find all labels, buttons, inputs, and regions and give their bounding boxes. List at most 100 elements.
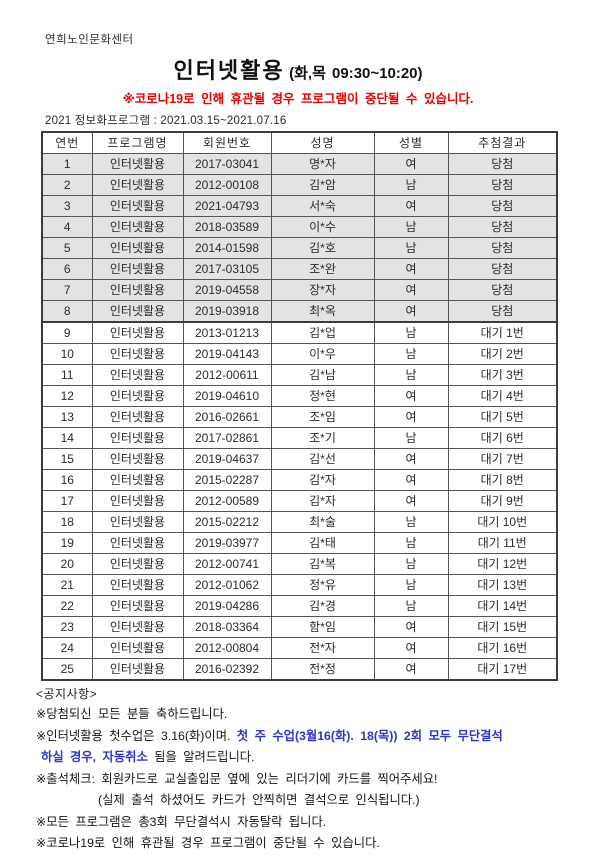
- cell-lottery-result: 대기 12번: [447, 553, 558, 575]
- cell-name: 김*자: [270, 490, 375, 512]
- cell-number: 12: [41, 385, 93, 407]
- cell-lottery-result: 대기 7번: [447, 448, 558, 470]
- cell-program-name: 인터넷활용: [91, 490, 184, 512]
- cell-gender: 남: [373, 427, 449, 449]
- cell-member-id: 2019-04143: [182, 343, 272, 365]
- cell-gender: 남: [373, 216, 449, 238]
- cell-member-id: 2019-04286: [182, 595, 272, 617]
- cell-gender: 여: [373, 406, 449, 428]
- lottery-results-table: 연번 프로그램명 회원번호 성명 성별 추첨결과 1 인터넷활용 2017-03041 명*자 여…: [41, 131, 558, 681]
- cell-program-name: 인터넷활용: [91, 406, 184, 428]
- cell-member-id: 2017-03041: [182, 153, 272, 175]
- cell-lottery-result: 대기 11번: [447, 532, 558, 554]
- cell-program-name: 인터넷활용: [91, 385, 184, 407]
- table-row: 2 인터넷활용 2012-00108 김*암 남 당첨: [41, 174, 558, 196]
- notice-line: ※당첨되신 모든 분들 축하드립니다.: [36, 704, 560, 726]
- cell-lottery-result: 대기 2번: [447, 343, 558, 365]
- cell-program-name: 인터넷활용: [91, 343, 184, 365]
- cell-gender: 남: [373, 364, 449, 386]
- notice-line: ※모든 프로그램은 총3회 무단결석시 자동탈락 됩니다.: [36, 812, 560, 834]
- cell-lottery-result: 대기 13번: [447, 574, 558, 596]
- cell-program-name: 인터넷활용: [91, 216, 184, 238]
- notice-text: 됨을 알려드립니다.: [147, 750, 255, 764]
- column-header: 추첨결과: [447, 131, 558, 154]
- notice-emphasis-text: 하실 경우, 자동취소: [41, 750, 148, 764]
- cell-member-id: 2012-00589: [182, 490, 272, 512]
- table-row: 7 인터넷활용 2019-04558 장*자 여 당첨: [41, 279, 558, 301]
- cell-member-id: 2016-02661: [182, 406, 272, 428]
- cell-lottery-result: 대기 15번: [447, 616, 558, 638]
- column-header: 성명: [270, 131, 375, 154]
- cell-number: 2: [41, 174, 93, 196]
- cell-name: 장*자: [270, 279, 375, 301]
- cell-name: 명*자: [270, 153, 375, 175]
- cell-lottery-result: 대기 1번: [447, 321, 558, 344]
- cell-name: 김*암: [270, 174, 375, 196]
- cell-lottery-result: 당첨: [447, 237, 558, 259]
- cell-lottery-result: 대기 9번: [447, 490, 558, 512]
- cell-lottery-result: 대기 10번: [447, 511, 558, 533]
- table-row: 8 인터넷활용 2019-03918 최*옥 여 당첨: [41, 300, 558, 323]
- cell-number: 7: [41, 279, 93, 301]
- cell-name: 이*우: [270, 343, 375, 365]
- table-row: 23 인터넷활용 2018-03364 함*임 여 대기 15번: [41, 616, 558, 638]
- cell-lottery-result: 당첨: [447, 216, 558, 238]
- cell-gender: 남: [373, 237, 449, 259]
- cell-gender: 여: [373, 637, 449, 659]
- cell-number: 23: [41, 616, 93, 638]
- cell-program-name: 인터넷활용: [91, 364, 184, 386]
- notice-line: ※인터넷활용 첫수업은 3.16(화)이며. 첫 주 수업(3월16(화). 1…: [36, 726, 560, 748]
- cell-program-name: 인터넷활용: [91, 427, 184, 449]
- cell-number: 11: [41, 364, 93, 386]
- cell-name: 김*선: [270, 448, 375, 470]
- cell-gender: 여: [373, 195, 449, 217]
- cell-lottery-result: 당첨: [447, 300, 558, 323]
- cell-number: 17: [41, 490, 93, 512]
- cell-number: 9: [41, 321, 93, 344]
- cell-member-id: 2014-01598: [182, 237, 272, 259]
- table-row: 16 인터넷활용 2015-02287 김*자 여 대기 8번: [41, 469, 558, 491]
- cell-gender: 남: [373, 343, 449, 365]
- cell-member-id: 2012-00741: [182, 553, 272, 575]
- cell-number: 18: [41, 511, 93, 533]
- table-row: 1 인터넷활용 2017-03041 명*자 여 당첨: [41, 153, 558, 175]
- notice-text: ※코로나19로 인해 휴관될 경우 프로그램이 중단될 수 있습니다.: [36, 836, 380, 850]
- table-row: 6 인터넷활용 2017-03105 조*완 여 당첨: [41, 258, 558, 280]
- cell-name: 김*경: [270, 595, 375, 617]
- cell-number: 24: [41, 637, 93, 659]
- cell-gender: 남: [373, 553, 449, 575]
- cell-member-id: 2012-00108: [182, 174, 272, 196]
- table-row: 4 인터넷활용 2018-03589 이*수 남 당첨: [41, 216, 558, 238]
- cell-name: 조*완: [270, 258, 375, 280]
- cell-program-name: 인터넷활용: [91, 469, 184, 491]
- cell-member-id: 2012-00611: [182, 364, 272, 386]
- cell-member-id: 2019-03977: [182, 532, 272, 554]
- table-row: 21 인터넷활용 2012-01062 정*유 남 대기 13번: [41, 574, 558, 596]
- cell-gender: 여: [373, 469, 449, 491]
- cell-program-name: 인터넷활용: [91, 637, 184, 659]
- notice-list: ※당첨되신 모든 분들 축하드립니다. ※인터넷활용 첫수업은 3.16(화)이며…: [36, 704, 560, 855]
- cell-number: 6: [41, 258, 93, 280]
- cell-lottery-result: 대기 4번: [447, 385, 558, 407]
- cell-program-name: 인터넷활용: [91, 511, 184, 533]
- cell-name: 최*술: [270, 511, 375, 533]
- table-row: 22 인터넷활용 2019-04286 김*경 남 대기 14번: [41, 595, 558, 617]
- cell-name: 정*유: [270, 574, 375, 596]
- cell-number: 21: [41, 574, 93, 596]
- cell-member-id: 2017-03105: [182, 258, 272, 280]
- cell-lottery-result: 대기 17번: [447, 658, 558, 681]
- program-info-line: 2021 정보화프로그램 : 2021.03.15~2021.07.16: [45, 115, 287, 127]
- program-title: 인터넷활용: [173, 58, 285, 83]
- cell-gender: 여: [373, 490, 449, 512]
- cell-number: 1: [41, 153, 93, 175]
- cell-name: 김*호: [270, 237, 375, 259]
- notice-line: ※코로나19로 인해 휴관될 경우 프로그램이 중단될 수 있습니다.: [36, 833, 560, 855]
- cell-program-name: 인터넷활용: [91, 174, 184, 196]
- cell-lottery-result: 대기 3번: [447, 364, 558, 386]
- table-row: 15 인터넷활용 2019-04637 김*선 여 대기 7번: [41, 448, 558, 470]
- table-body: 1 인터넷활용 2017-03041 명*자 여 당첨 2 인터넷활용 2012-00108 김*…: [41, 153, 558, 681]
- notice-emphasis-text: 첫 주 수업(3월16(화). 18(목)) 2회 모두 무단결석: [236, 728, 503, 743]
- table-row: 10 인터넷활용 2019-04143 이*우 남 대기 2번: [41, 343, 558, 365]
- column-header: 프로그램명: [91, 131, 184, 154]
- column-header: 회원번호: [182, 131, 272, 154]
